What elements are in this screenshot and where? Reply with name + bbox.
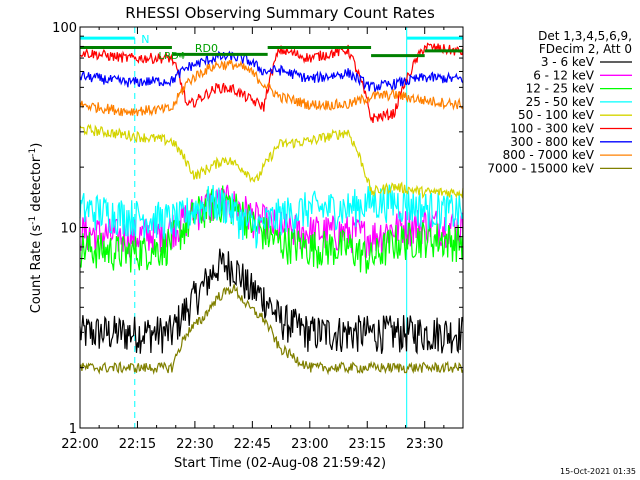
x-axis-label: Start Time (02-Aug-08 21:59:42): [174, 456, 386, 471]
y-tick-label-2: 100: [52, 21, 77, 36]
legend-label-2: 12 - 25 keV: [526, 82, 595, 96]
y-axis-label-end: ): [29, 143, 44, 148]
y-axis-label-sup: -1: [28, 216, 38, 225]
y-axis: 1 10 100: [52, 21, 463, 437]
series-line-3: [79, 184, 464, 249]
y-axis-label-sup2: -1: [28, 148, 38, 157]
x-tick-label-0: 22:00: [61, 437, 98, 452]
annotation-2: LRD4: [159, 51, 186, 62]
series-line-4: [79, 123, 464, 199]
x-tick-label-6: 23:30: [406, 437, 443, 452]
legend: Det 1,3,4,5,6,9, FDecim 2, Att 0 3 - 6 k…: [487, 29, 632, 175]
legend-label-6: 300 - 800 keV: [510, 135, 594, 149]
y-axis-label: Count Rate (s-1 detector-1): [28, 143, 44, 314]
legend-label-1: 6 - 12 keV: [533, 68, 595, 82]
legend-label-0: 3 - 6 keV: [541, 55, 595, 69]
series-line-7: [79, 59, 464, 117]
x-tick-label-2: 22:30: [176, 437, 213, 452]
generated-timestamp: 15-Oct-2021 01:35: [560, 467, 636, 476]
series-line-6: [79, 50, 464, 93]
x-tick-label-3: 22:45: [234, 437, 271, 452]
y-tick-label-0: 1: [69, 422, 77, 437]
y-tick-label-1: 10: [60, 222, 77, 237]
x-tick-label-5: 23:15: [349, 437, 386, 452]
chart-title: RHESSI Observing Summary Count Rates: [125, 4, 435, 22]
legend-label-7: 800 - 7000 keV: [503, 148, 595, 162]
y-axis-label-main: Count Rate (s: [29, 225, 44, 314]
legend-label-5: 100 - 300 keV: [510, 122, 594, 136]
annotation-1: RD0: [195, 42, 218, 55]
y-axis-label-tail: detector: [29, 156, 44, 216]
x-tick-label-4: 23:00: [291, 437, 328, 452]
series-line-8: [79, 284, 464, 376]
legend-header-line1: Det 1,3,4,5,6,9,: [538, 29, 632, 43]
x-tick-label-1: 22:15: [119, 437, 156, 452]
annotation-0: N: [141, 33, 149, 46]
series-line-0: [79, 248, 464, 355]
legend-label-3: 25 - 50 keV: [526, 95, 595, 109]
legend-label-8: 7000 - 15000 keV: [487, 161, 594, 175]
legend-header-line2: FDecim 2, Att 0: [539, 42, 632, 56]
x-axis: 22:00 22:15 22:30 22:45 23:00 23:15 23:30: [61, 27, 445, 452]
legend-label-4: 50 - 100 keV: [518, 108, 595, 122]
